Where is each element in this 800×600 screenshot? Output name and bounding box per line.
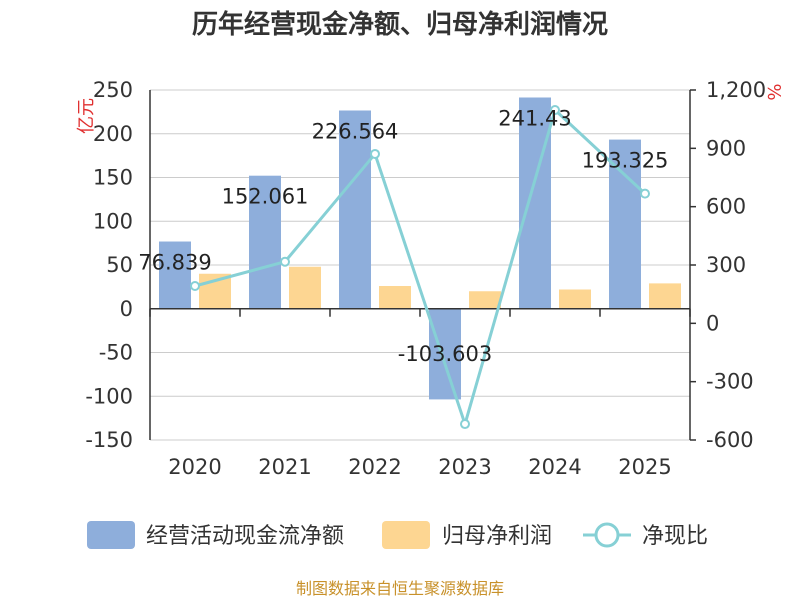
chart-title: 历年经营现金净额、归母净利润情况 <box>192 9 608 40</box>
bar-net-profit <box>559 289 591 309</box>
bar-net-profit <box>289 266 321 309</box>
left-tick-label: -50 <box>99 341 133 365</box>
left-tick-label: -100 <box>85 384 133 408</box>
left-tick-label: 250 <box>93 78 133 102</box>
legend-item-ratio[interactable]: 净现比 <box>583 522 708 549</box>
left-axis-unit: 亿元 <box>76 98 97 134</box>
legend-label-cashflow: 经营活动现金流净额 <box>146 524 344 549</box>
bar-net-profit <box>469 291 501 309</box>
right-tick-label: 300 <box>706 253 746 277</box>
legend-swatch-cashflow <box>87 521 135 549</box>
data-label: 226.564 <box>312 120 399 144</box>
left-tick-label: 150 <box>93 166 133 190</box>
right-tick-label: -300 <box>706 370 754 394</box>
ratio-point <box>550 105 560 116</box>
right-tick-label: 1,200 <box>706 78 766 102</box>
ratio-point <box>640 188 650 199</box>
data-label: 193.325 <box>582 149 669 173</box>
bar-cashflow <box>249 175 281 309</box>
bar-net-profit <box>649 283 681 309</box>
data-label: -103.603 <box>398 342 492 366</box>
bar-cashflow <box>429 308 461 400</box>
bar-cashflow <box>339 110 371 309</box>
legend-label-ratio: 净现比 <box>642 524 708 549</box>
right-axis: 1,200 900 600 300 0 -300 -600 <box>689 78 766 452</box>
bar-cashflow <box>609 139 641 309</box>
data-label: 152.061 <box>222 185 309 209</box>
bar-cashflow <box>519 97 551 309</box>
x-tick-label: 2024 <box>528 455 581 479</box>
grid-lines <box>150 89 690 441</box>
data-label: 241.43 <box>498 106 571 130</box>
left-axis: 250 200 150 100 50 0 -50 -100 -150 <box>85 78 151 452</box>
x-tick-label: 2023 <box>438 455 491 479</box>
ratio-point <box>370 148 380 159</box>
left-tick-label: -150 <box>85 428 133 452</box>
legend-label-net-profit: 归母净利润 <box>442 524 552 549</box>
bar-net-profit <box>379 286 411 309</box>
data-labels: 76.839 152.061 226.564 -103.603 241.43 193.32… <box>138 106 668 365</box>
ratio-line <box>194 107 647 430</box>
bar-cashflow <box>159 241 191 309</box>
legend-swatch-net-profit <box>382 521 430 549</box>
right-tick-label: 600 <box>706 195 746 219</box>
right-tick-label: 900 <box>706 136 746 160</box>
right-tick-label: 0 <box>706 311 719 335</box>
right-axis-unit: % <box>763 83 784 100</box>
x-tick-label: 2022 <box>348 455 401 479</box>
left-tick-label: 0 <box>120 297 133 321</box>
ratio-line-series <box>190 105 650 430</box>
data-label: 76.839 <box>138 251 211 275</box>
ratio-point <box>460 419 470 430</box>
source-note: 制图数据来自恒生聚源数据库 <box>296 579 504 598</box>
x-axis <box>149 308 691 317</box>
ratio-point <box>190 281 200 291</box>
left-tick-label: 100 <box>93 209 133 233</box>
legend-item-cashflow[interactable]: 经营活动现金流净额 <box>87 521 344 549</box>
x-tick-label: 2020 <box>168 455 221 479</box>
legend-marker-ratio <box>594 522 620 548</box>
x-tick-label: 2025 <box>618 455 671 479</box>
x-tick-label: 2021 <box>258 455 311 479</box>
right-tick-label: -600 <box>706 428 754 452</box>
legend-item-net-profit[interactable]: 归母净利润 <box>382 521 552 549</box>
left-tick-label: 200 <box>93 122 133 146</box>
left-tick-label: 50 <box>106 253 133 277</box>
x-axis-ticks: 2020 2021 2022 2023 2024 2025 <box>168 455 671 479</box>
legend: 经营活动现金流净额 归母净利润 净现比 <box>87 521 708 549</box>
ratio-point <box>280 256 290 267</box>
